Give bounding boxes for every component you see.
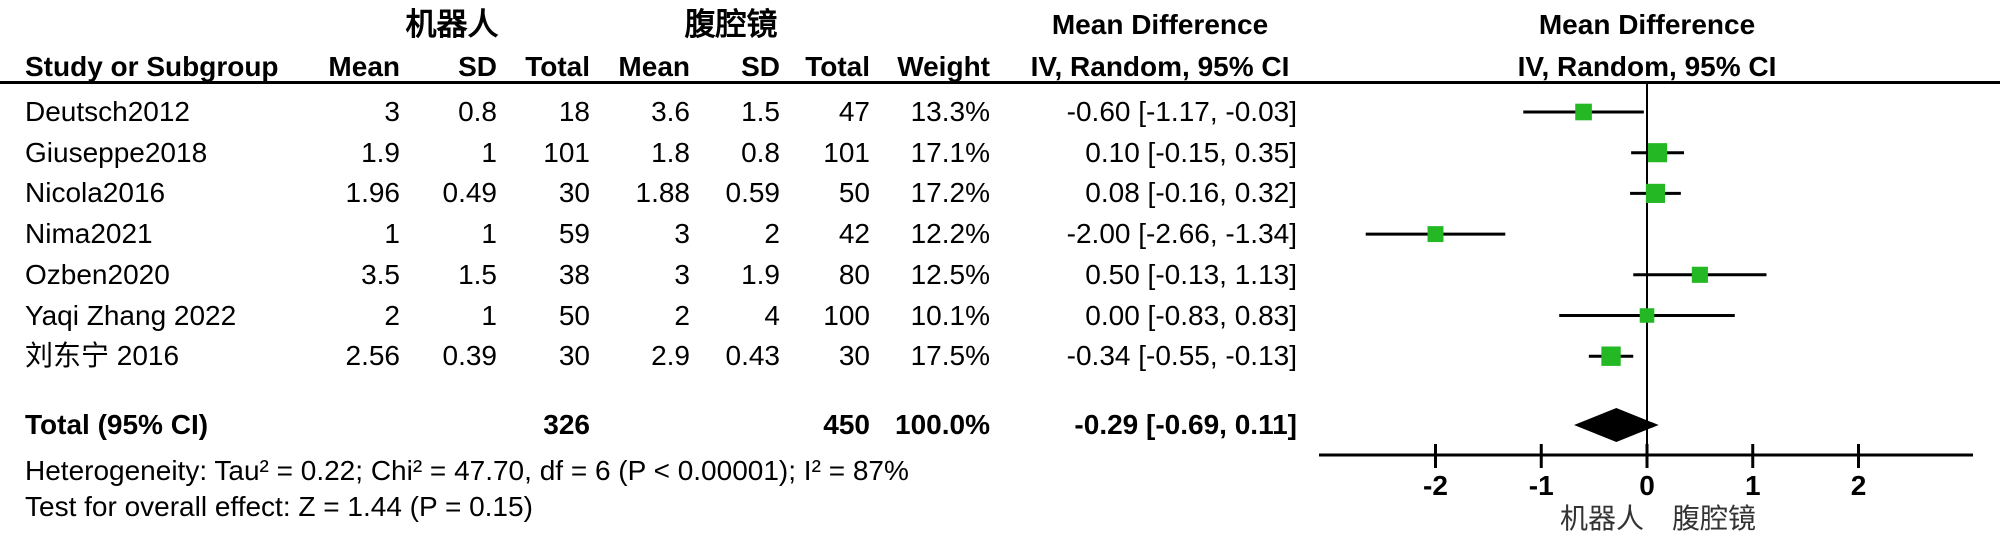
overall-effect-row: Test for overall effect: Z = 1.44 (P = 0… — [0, 487, 2000, 527]
cell-sd2: 1.5 — [741, 96, 780, 127]
cell-study: Yaqi Zhang 2022 — [25, 299, 237, 331]
cell-total1: 38 — [558, 258, 590, 290]
col-weight: Weight — [897, 51, 990, 82]
cell-sd1: 1 — [481, 136, 497, 168]
cell-mean2: 1.88 — [635, 177, 691, 209]
col-total1: Total — [525, 51, 590, 82]
md-column-title: Mean Difference — [1051, 9, 1269, 40]
cell-study: Deutsch2012 — [25, 96, 191, 127]
cell-mean2: 3.6 — [651, 96, 690, 127]
study-row: Nima2021 1 1 59 3 2 42 12.2% -2.00 [-2.66, -1.34… — [0, 214, 2000, 254]
cell-total2: 100 — [823, 299, 870, 331]
cell-ci_text: 0.50 [-0.13, 1.13] — [1085, 258, 1297, 290]
col-sd2: SD — [741, 51, 780, 82]
cell-total1: 30 — [558, 340, 590, 372]
cell-mean1: 3 — [384, 96, 400, 127]
cell-total1: 59 — [558, 218, 590, 250]
total-weight: 100.0% — [895, 409, 990, 440]
group-header-row: 机器人 腹腔镜 Mean Difference Mean Difference — [0, 5, 2000, 45]
col-mean2: Mean — [618, 51, 690, 82]
cell-sd1: 0.8 — [458, 96, 497, 127]
cell-mean1: 2.56 — [345, 340, 401, 372]
cell-sd2: 0.59 — [725, 177, 781, 209]
study-row: Ozben2020 3.5 1.5 38 3 1.9 80 12.5% 0.50 [-0.13,… — [0, 255, 2000, 295]
cell-study: Giuseppe2018 — [25, 136, 208, 168]
col-study: Study or Subgroup — [25, 51, 279, 82]
heterogeneity-text: Heterogeneity: Tau² = 0.22; Chi² = 47.70… — [25, 455, 909, 486]
total-label: Total (95% CI) — [25, 409, 209, 440]
cell-study: Ozben2020 — [25, 258, 170, 290]
cell-weight: 13.3% — [910, 96, 990, 127]
cell-ci_text: 0.08 [-0.16, 0.32] — [1085, 177, 1297, 209]
cell-mean2: 2 — [674, 299, 690, 331]
cell-total2: 47 — [838, 96, 870, 127]
cell-weight: 17.2% — [910, 177, 990, 209]
cell-sd1: 1 — [481, 299, 497, 331]
cell-ci_text: 0.00 [-0.83, 0.83] — [1085, 299, 1297, 331]
cell-mean2: 2.9 — [651, 340, 690, 372]
cell-weight: 12.5% — [910, 258, 990, 290]
cell-mean2: 3 — [674, 258, 690, 290]
cell-study: Nima2021 — [25, 218, 153, 250]
cell-ci_text: -0.60 [-1.17, -0.03] — [1066, 96, 1297, 127]
cell-weight: 12.2% — [910, 218, 990, 250]
cell-ci_text: -0.34 [-0.55, -0.13] — [1066, 340, 1297, 372]
cell-ci_text: -2.00 [-2.66, -1.34] — [1066, 218, 1297, 250]
cell-mean1: 2 — [384, 299, 400, 331]
overall-effect-text: Test for overall effect: Z = 1.44 (P = 0… — [25, 491, 533, 522]
total-row: Total (95% CI) 326 450 100.0% -0.29 [-0.… — [0, 405, 2000, 445]
col-plot-method: IV, Random, 95% CI — [1517, 51, 1777, 82]
plot-title: Mean Difference — [1538, 9, 1756, 40]
cell-sd2: 0.8 — [741, 136, 780, 168]
heterogeneity-row: Heterogeneity: Tau² = 0.22; Chi² = 47.70… — [0, 451, 2000, 491]
cell-sd2: 0.43 — [725, 340, 781, 372]
study-row: 刘东宁 2016 2.56 0.39 30 2.9 0.43 30 17.5% -0.34 [-… — [0, 336, 2000, 376]
cell-mean1: 3.5 — [361, 258, 400, 290]
cell-mean2: 3 — [674, 218, 690, 250]
cell-sd2: 4 — [764, 299, 780, 331]
cell-total2: 101 — [823, 136, 870, 168]
total-n1: 326 — [543, 409, 590, 440]
cell-total1: 50 — [558, 299, 590, 331]
col-total2: Total — [805, 51, 870, 82]
cell-total1: 30 — [558, 177, 590, 209]
cell-ci_text: 0.10 [-0.15, 0.35] — [1085, 136, 1297, 168]
group1-label: 机器人 — [405, 7, 499, 43]
cell-sd2: 2 — [764, 218, 780, 250]
cell-mean1: 1 — [384, 218, 400, 250]
cell-mean1: 1.9 — [361, 136, 400, 168]
study-row: Deutsch2012 3 0.8 18 3.6 1.5 47 13.3% -0.60 [-1.… — [0, 92, 2000, 132]
total-n2: 450 — [823, 409, 870, 440]
cell-mean1: 1.96 — [345, 177, 401, 209]
cell-weight: 17.5% — [910, 340, 990, 372]
cell-weight: 17.1% — [910, 136, 990, 168]
cell-sd2: 1.9 — [741, 258, 780, 290]
cell-study: Nicola2016 — [25, 177, 166, 209]
cell-total1: 18 — [558, 96, 590, 127]
group2-label: 腹腔镜 — [684, 7, 778, 43]
cell-mean2: 1.8 — [651, 136, 690, 168]
cell-total2: 30 — [838, 340, 870, 372]
cell-total2: 42 — [838, 218, 870, 250]
cell-sd1: 1 — [481, 218, 497, 250]
cell-total2: 50 — [838, 177, 870, 209]
study-row: Nicola2016 1.96 0.49 30 1.88 0.59 50 17.2% 0.08 … — [0, 173, 2000, 213]
study-row: Yaqi Zhang 2022 2 1 50 2 4 100 10.1% 0.00 [-0.83… — [0, 296, 2000, 336]
cell-weight: 10.1% — [910, 299, 990, 331]
cell-total1: 101 — [543, 136, 590, 168]
study-row: Giuseppe2018 1.9 1 101 1.8 0.8 101 17.1% 0.10 [-… — [0, 133, 2000, 173]
total-ci-text: -0.29 [-0.69, 0.11] — [1074, 409, 1297, 440]
cell-sd1: 0.39 — [442, 340, 498, 372]
cell-total2: 80 — [838, 258, 870, 290]
cell-sd1: 1.5 — [458, 258, 497, 290]
header-underline — [0, 81, 2000, 84]
column-header-row: Study or Subgroup Mean SD Total Mean SD … — [0, 47, 2000, 87]
col-sd1: SD — [458, 51, 497, 82]
col-mean1: Mean — [328, 51, 400, 82]
cell-sd1: 0.49 — [442, 177, 498, 209]
col-md-method: IV, Random, 95% CI — [1030, 51, 1290, 82]
cell-study: 刘东宁 2016 — [25, 340, 180, 372]
